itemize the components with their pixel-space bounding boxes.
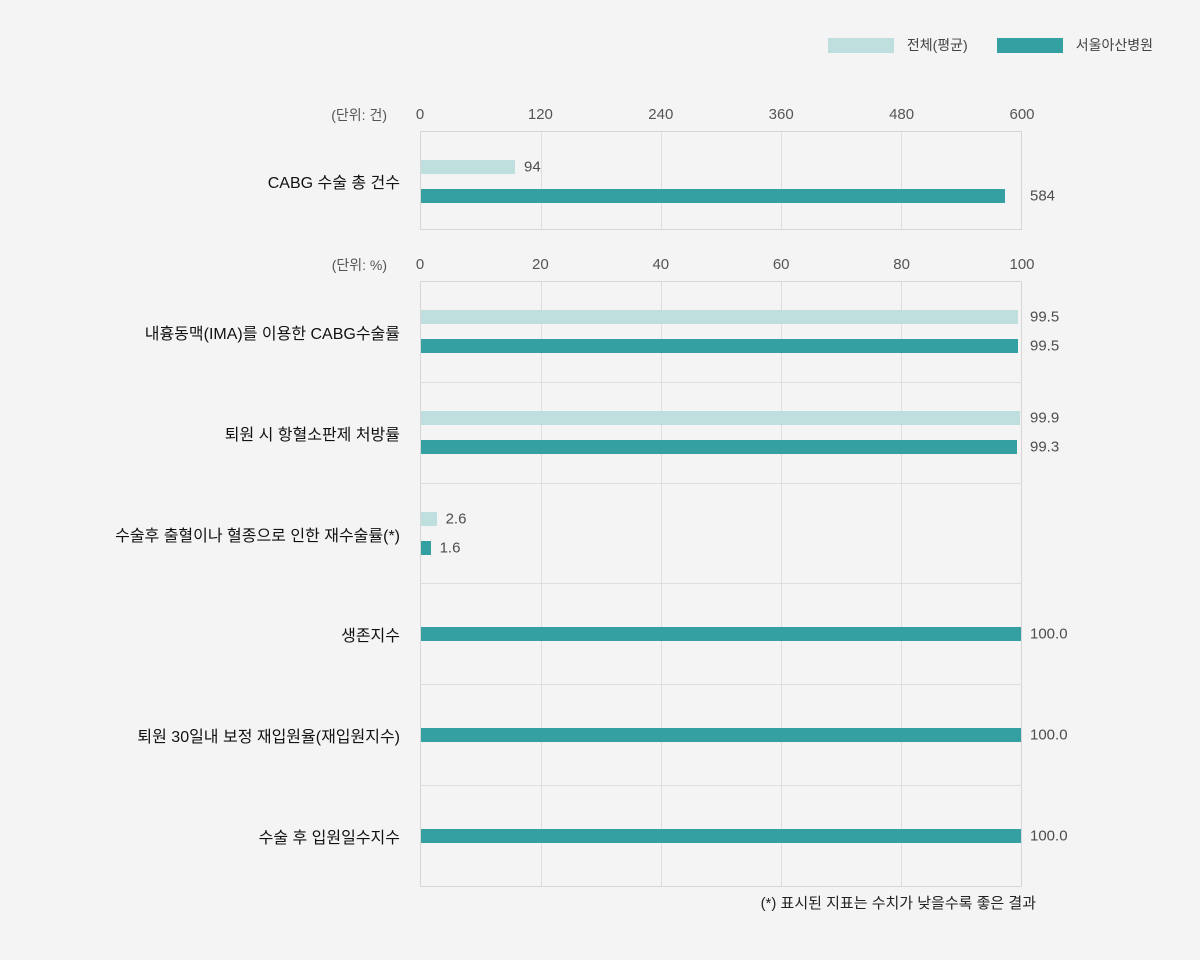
footnote: (*) 표시된 지표는 수치가 낮을수록 좋은 결과 (760, 895, 1036, 912)
gridline (901, 132, 902, 229)
chart-plot: 내흉동맥(IMA)를 이용한 CABG수술률 99.5 99.5 퇴원 시 항혈소판제… (115, 281, 1068, 887)
legend-label-average: 전체(평균) (906, 37, 968, 53)
axis-tick-label: 0 (415, 256, 425, 273)
bar-value-label: 1.6 (439, 539, 461, 557)
chart-total-cases: (단위: 건) 0 120 240 360 480 600 CABG 수술 총 건수 94 5… (268, 105, 1055, 230)
axis-tick-label: 100 (1009, 256, 1035, 273)
chart-plot: CABG 수술 총 건수 94 584 (268, 131, 1055, 230)
bar-average (421, 160, 515, 174)
unit-label: (단위: 건) (331, 107, 387, 123)
axis-header: (단위: 건) 0 120 240 360 480 600 (331, 105, 1034, 125)
bar-value-label: 99.5 (1030, 337, 1060, 355)
legend-label-hospital: 서울아산병원 (1075, 37, 1153, 53)
axis-tick-label: 360 (768, 106, 794, 123)
chart-row: 퇴원 30일내 보정 재입원율(재입원지수) 100.0 (137, 685, 1068, 787)
legend: 전체(평균) 서울아산병원 (827, 37, 1153, 53)
axis-tick-label: 240 (648, 106, 674, 123)
bar-hospital (421, 728, 1021, 743)
bar-value-label: 99.5 (1030, 308, 1060, 326)
axis-tick-label: 40 (652, 256, 670, 273)
chart-row: 수술 후 입원일수지수 100.0 (259, 786, 1068, 886)
bar-value-label: 94 (524, 158, 541, 176)
chart-row: 수술후 출혈이나 혈종으로 인한 재수술률(*) 2.6 1.6 (115, 484, 1021, 585)
category-label: 내흉동맥(IMA)를 이용한 CABG수술률 (144, 325, 400, 343)
bar-value-label: 99.9 (1030, 409, 1060, 427)
chart-row: CABG 수술 총 건수 94 584 (268, 132, 1055, 229)
category-label: 생존지수 (341, 628, 400, 646)
bar-hospital (421, 339, 1018, 353)
gridline (781, 132, 782, 229)
bar-hospital (421, 540, 431, 555)
legend-swatch-hospital (996, 38, 1063, 53)
bar-value-label: 2.6 (445, 510, 467, 528)
axis-tick-label: 600 (1009, 106, 1035, 123)
bar-value-label: 100.0 (1030, 625, 1068, 643)
bar-hospital (421, 439, 1017, 454)
unit-label: (단위: %) (331, 257, 387, 273)
axis-tick-label: 480 (889, 106, 915, 123)
chart-row: 퇴원 시 항혈소판제 처방률 99.9 99.3 (225, 383, 1059, 484)
bar-value-label: 99.3 (1030, 438, 1060, 456)
bar-value-label: 584 (1030, 187, 1056, 205)
category-label: CABG 수술 총 건수 (267, 174, 400, 192)
bar-value-label: 100.0 (1030, 726, 1068, 744)
bar-hospital (421, 627, 1021, 642)
gridline (661, 132, 662, 229)
category-label: 수술 후 입원일수지수 (258, 830, 400, 848)
bar-value-label: 100.0 (1030, 827, 1068, 845)
category-label: 수술후 출혈이나 혈종으로 인한 재수술률(*) (115, 527, 400, 545)
axis-tick-label: 80 (893, 256, 910, 273)
legend-swatch-average (827, 38, 894, 53)
bar-average (421, 310, 1018, 324)
bar-hospital (421, 829, 1021, 844)
axis-tick-label: 20 (532, 256, 549, 273)
bar-average (421, 410, 1021, 425)
axis-header: (단위: %) 0 20 40 60 80 100 (332, 255, 1035, 275)
category-label: 퇴원 30일내 보정 재입원율(재입원지수) (137, 729, 400, 747)
chart-row: 생존지수 100.0 (341, 584, 1068, 686)
gridline (541, 132, 542, 229)
axis-tick-label: 0 (415, 106, 425, 123)
axis-tick-label: 120 (527, 106, 553, 123)
chart-percent-indicators: (단위: %) 0 20 40 60 80 100 내흉동맥(IMA)를 이용한 CABG… (115, 255, 1068, 887)
category-label: 퇴원 시 항혈소판제 처방률 (224, 426, 400, 444)
bar-average (421, 511, 437, 526)
chart-row: 내흉동맥(IMA)를 이용한 CABG수술률 99.5 99.5 (145, 282, 1059, 383)
bar-hospital (421, 189, 1005, 203)
axis-tick-label: 60 (772, 256, 790, 273)
